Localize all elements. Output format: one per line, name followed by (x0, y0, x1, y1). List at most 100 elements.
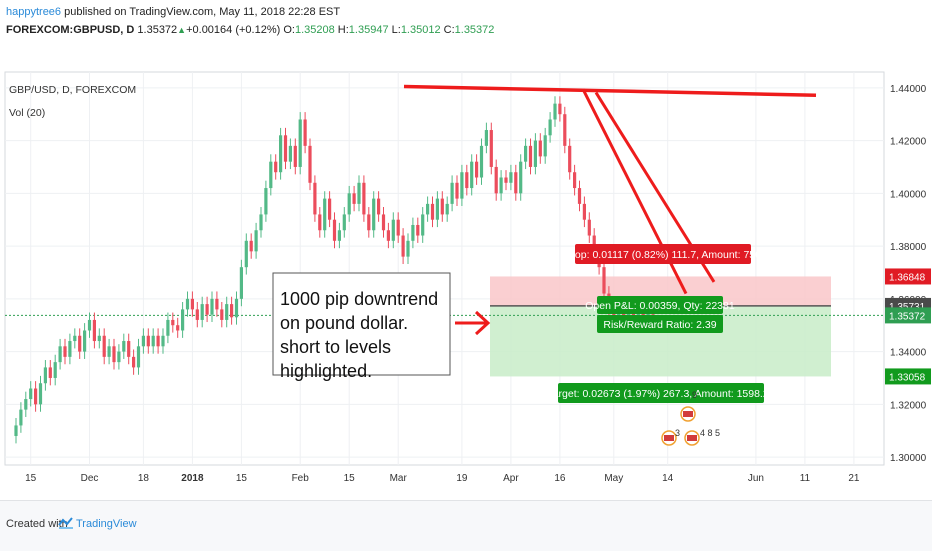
x-tick-label: Dec (81, 473, 99, 484)
target-label: Target: 0.02673 (1.97%) 267.3, Amount: 1… (547, 388, 774, 400)
candle-body (573, 172, 577, 189)
candle-body (362, 182, 366, 215)
candle-body (465, 172, 469, 189)
risk-reward-label: Risk/Reward Ratio: 2.39 (603, 319, 716, 331)
price-chart[interactable]: 1.300001.320001.340001.360001.380001.400… (0, 0, 932, 500)
y-tick-label: 1.38000 (890, 242, 927, 253)
symbol-name: FOREXCOM:GBPUSD, D (6, 24, 135, 36)
x-tick-label: 19 (456, 473, 468, 484)
candle-body (220, 309, 224, 320)
price-change: +0.00164 (+0.12%) (186, 24, 281, 36)
y-tick-label: 1.30000 (890, 453, 927, 464)
volume-legend: Vol (20) (9, 107, 45, 119)
low-value: 1.35012 (400, 24, 441, 36)
x-tick-label: 14 (662, 473, 674, 484)
created-with-text: Created with (6, 518, 68, 530)
candle-body (19, 409, 23, 426)
candle-body (264, 188, 268, 215)
published-text: published on TradingView.com, May 11, 20… (64, 6, 341, 18)
candle-body (582, 203, 586, 220)
candle-body (533, 140, 537, 167)
y-tick-label: 1.34000 (890, 348, 927, 359)
x-tick-label: Apr (503, 473, 519, 484)
candle-body (622, 309, 626, 320)
candle-body (367, 214, 371, 231)
candle-body (543, 135, 547, 157)
series-legend: GBP/USD, D, FOREXCOM (9, 84, 136, 96)
candle-body (460, 172, 464, 199)
risk-reward-label-bg (597, 315, 723, 333)
candle-body (78, 335, 82, 352)
candle-body (612, 309, 616, 320)
close-value: 1.35372 (454, 24, 495, 36)
candle-body (440, 198, 444, 215)
candle-body (592, 235, 596, 252)
plot-area (4, 71, 885, 466)
candle-body (244, 240, 248, 268)
candle-body (215, 298, 219, 310)
candle-body (127, 341, 131, 357)
candle-body (411, 224, 415, 241)
x-tick-label: 21 (848, 473, 860, 484)
candle-body (112, 346, 116, 363)
candle-body (53, 362, 57, 378)
candle-body (391, 219, 395, 241)
target-price-badge: 1.33058 (889, 372, 926, 383)
candle-body (416, 224, 420, 236)
footer: Created with TradingView (0, 500, 932, 551)
open-pl-label-bg (597, 296, 723, 314)
high-label: H: (337, 24, 349, 36)
candle-body (401, 235, 405, 257)
open-value: 1.35208 (294, 24, 335, 36)
candle-body (450, 182, 454, 204)
candle-body (377, 198, 381, 215)
candle-body (558, 103, 562, 115)
candle-body (73, 335, 77, 342)
candle-body (205, 304, 209, 315)
candle-body (83, 330, 87, 352)
candle-body (298, 119, 302, 167)
open-label: O: (283, 24, 295, 36)
candle-body (548, 119, 552, 136)
current-price-badge-bg (885, 307, 931, 324)
symbol-ohlc: FOREXCOM:GBPUSD, D 1.35372▲+0.00164 (+0.… (6, 24, 494, 36)
tradingview-brand[interactable]: TradingView (76, 518, 137, 530)
candle-body (200, 304, 204, 320)
candle-body (166, 319, 170, 336)
candle-body (553, 103, 557, 120)
candle-body (230, 304, 234, 318)
note-box (272, 272, 451, 376)
candle-body (430, 203, 435, 220)
candle-body (151, 335, 155, 347)
candle-body (426, 203, 430, 215)
x-tick-label: 18 (138, 473, 150, 484)
candle-body (146, 335, 150, 347)
candle-body (210, 298, 214, 315)
candle-body (283, 135, 288, 162)
note-line: on pound dollar. (280, 313, 408, 333)
candle-body (225, 304, 229, 320)
candle-body (34, 388, 38, 405)
candle-body (279, 135, 283, 173)
candle-body (132, 356, 136, 368)
candle-body (475, 161, 479, 178)
low-label: L: (391, 24, 401, 36)
candle-body (249, 240, 253, 252)
candle-body (528, 145, 533, 167)
candle-body (68, 341, 72, 357)
close-label: C: (443, 24, 455, 36)
candle-body (24, 399, 28, 410)
candle-body (602, 267, 606, 294)
candle-body (269, 161, 273, 189)
candle-body (97, 335, 101, 342)
stop-label: Stop: 0.01117 (0.82%) 111.7, Amount: 750 (565, 249, 761, 261)
arrow-head (474, 310, 491, 336)
x-tick-label: Jun (748, 473, 764, 484)
candle-body (519, 161, 523, 194)
x-tick-label: 2018 (181, 473, 204, 484)
candle-body (421, 214, 425, 236)
candle-body (509, 172, 513, 183)
candle-body (538, 140, 542, 157)
candle-body (288, 145, 292, 162)
author-link[interactable]: happytree6 (6, 6, 62, 18)
